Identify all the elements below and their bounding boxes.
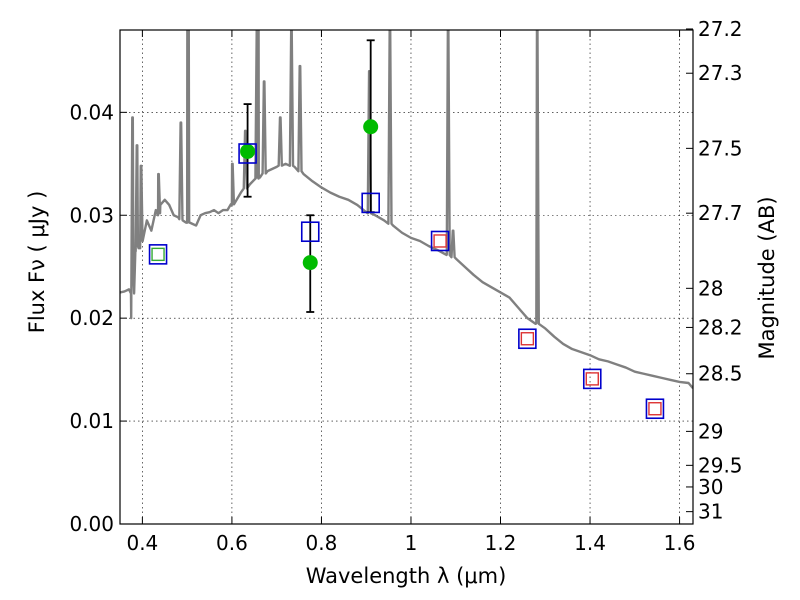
model-square: [148, 244, 168, 265]
y2-tick-label: 27.5: [698, 136, 743, 160]
y2-tick-label: 28.2: [698, 315, 743, 339]
y2-tick-label: 30: [698, 475, 723, 499]
sed-line: [120, 30, 693, 389]
model-square: [518, 328, 537, 350]
model-square: [582, 368, 602, 390]
x-tick-label: 1.6: [664, 531, 696, 555]
y-tick-label: 0.00: [69, 512, 114, 536]
model-inner-square: [151, 247, 165, 262]
sed-series: [120, 30, 693, 389]
model-inner-square: [520, 332, 535, 346]
y2-tick-label: 28: [698, 276, 723, 300]
observed-points: [240, 119, 379, 271]
observed-point: [240, 143, 256, 159]
x-tick-label: 1.2: [485, 531, 517, 555]
y2-tick-label: 29.5: [698, 453, 743, 477]
y2-axis-label: Magnitude (AB): [755, 196, 779, 359]
observed-point: [302, 255, 318, 271]
model-square: [238, 143, 257, 164]
model-square: [645, 398, 665, 420]
observed-point: [363, 119, 379, 135]
grid-lines: [120, 30, 693, 525]
y-tick-label: 0.03: [69, 203, 114, 227]
y-tick-label: 0.04: [69, 100, 114, 124]
y-axis-ticks: 0.00 0.01 0.02 0.03 0.04: [69, 100, 127, 536]
y-tick-label: 0.01: [69, 409, 114, 433]
y2-tick-label: 28.5: [698, 362, 743, 386]
x-axis-label: Wavelength λ (μm): [306, 564, 507, 588]
x-axis-ticks: 0.4 0.6 0.8 1 1.2 1.4 1.6: [126, 30, 695, 555]
model-inner-square: [648, 402, 662, 416]
y2-tick-label: 27.2: [698, 17, 743, 41]
y2-tick-label: 31: [698, 500, 723, 524]
y2-tick-label: 29: [698, 419, 723, 443]
x-tick-label: 0.6: [216, 531, 248, 555]
model-inner-square: [433, 234, 447, 248]
model-square: [361, 192, 380, 214]
model-squares: [148, 143, 665, 420]
model-square: [300, 221, 320, 243]
x-tick-label: 0.4: [126, 531, 158, 555]
x-tick-label: 1.4: [574, 531, 606, 555]
x-tick-label: 0.8: [306, 531, 338, 555]
y-axis-label: Flux Fν ( μJy ): [25, 191, 49, 334]
y-tick-label: 0.02: [69, 306, 114, 330]
plot-frame: [119, 29, 694, 525]
model-square: [430, 230, 450, 252]
y2-tick-label: 27.7: [698, 201, 743, 225]
y2-tick-label: 27.3: [698, 61, 743, 85]
x-tick-label: 1: [405, 531, 418, 555]
model-inner-square: [585, 372, 599, 386]
